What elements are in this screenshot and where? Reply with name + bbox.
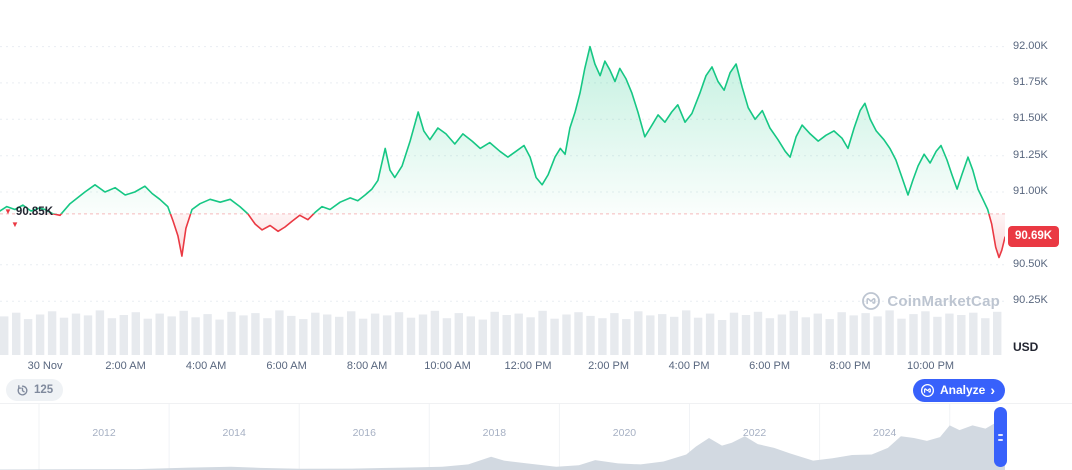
x-axis-tick-label: 8:00 AM	[346, 360, 388, 372]
analyze-label: Analyze	[939, 383, 986, 397]
grip-line	[998, 433, 1003, 436]
x-axis-tick-label: 4:00 AM	[185, 360, 227, 372]
range-selector[interactable]: 2012 2014 2016 2018 2020 2022 2024	[0, 403, 1072, 470]
x-axis-tick-label: 10:00 PM	[906, 360, 955, 372]
watermark-text: CoinMarketCap	[887, 292, 1000, 310]
currency-toggle[interactable]: USD	[1013, 340, 1039, 354]
history-count-badge[interactable]: 125	[6, 379, 64, 401]
range-slider-handle[interactable]	[994, 407, 1007, 467]
x-axis-tick-label: 6:00 PM	[749, 360, 791, 372]
y-axis-tick-label: 92.00K	[1013, 39, 1048, 52]
coinmarketcap-logo-icon	[920, 383, 934, 397]
overview-year-label: 2018	[482, 427, 507, 439]
price-line-up[interactable]	[0, 45, 1005, 258]
y-axis-tick-label: 90.25K	[1013, 294, 1048, 307]
x-axis-tick-label: 8:00 PM	[829, 360, 871, 372]
y-axis-tick-label: 91.00K	[1013, 185, 1048, 198]
price-chart-svg	[0, 45, 1005, 355]
open-price-label: 90.85K	[15, 205, 54, 218]
x-axis-tick-label: 12:00 PM	[504, 360, 552, 372]
y-axis-tick-label: 91.25K	[1013, 148, 1048, 161]
chevron-right-icon: ›	[990, 381, 995, 398]
overview-year-label: 2022	[742, 427, 767, 439]
x-axis-tick-label: 6:00 AM	[266, 360, 307, 372]
overview-year-label: 2020	[612, 427, 637, 439]
chart-area: ▼ 90.85K ▼ CoinMarketCap 90.69K USD 92.0…	[0, 0, 1072, 355]
overview-year-label: 2014	[222, 427, 246, 439]
overview-area	[0, 423, 1005, 470]
down-triangle-icon: ▼	[4, 206, 12, 216]
analyze-button[interactable]: Analyze ›	[912, 378, 1005, 402]
price-down-marker-icon: ▼	[11, 219, 19, 229]
x-axis-tick-label: 4:00 PM	[668, 360, 710, 372]
current-price-badge: 90.69K	[1008, 226, 1060, 247]
coinmarketcap-watermark: CoinMarketCap	[861, 291, 1000, 311]
x-axis-tick-label: 10:00 AM	[424, 360, 471, 372]
y-axis: 90.69K USD 92.00K 91.75K 91.50K 91.25K 91.00…	[1005, 0, 1072, 355]
open-price-marker: ▼ 90.85K	[4, 206, 53, 218]
coinmarketcap-logo-icon	[862, 292, 881, 310]
overview-year-label: 2016	[352, 427, 376, 439]
overview-year-label: 2012	[92, 427, 116, 439]
overview-year-label: 2024	[872, 427, 897, 439]
price-chart-plot[interactable]: ▼ 90.85K ▼ CoinMarketCap	[0, 0, 1005, 355]
y-axis-tick-label: 91.50K	[1013, 112, 1048, 125]
x-axis-tick-label: 2:00 AM	[105, 360, 146, 372]
history-count-value: 125	[34, 384, 54, 396]
y-axis-tick-label: 91.75K	[1013, 75, 1048, 88]
volume-bars	[0, 310, 1002, 355]
chart-toolbar: 125 Analyze ›	[0, 377, 1072, 403]
x-axis-tick-label: 2:00 PM	[588, 360, 630, 372]
y-axis-tick-label: 90.50K	[1013, 257, 1048, 270]
overview-chart-svg	[0, 404, 1005, 470]
price-area-up	[0, 46, 989, 214]
x-axis-tick-label: 30 Nov	[27, 360, 63, 372]
grip-line	[998, 438, 1003, 441]
x-axis: 30 Nov 2:00 AM 4:00 AM 6:00 AM 8:00 AM 10:00 …	[0, 355, 1005, 377]
history-clock-icon	[17, 384, 28, 395]
